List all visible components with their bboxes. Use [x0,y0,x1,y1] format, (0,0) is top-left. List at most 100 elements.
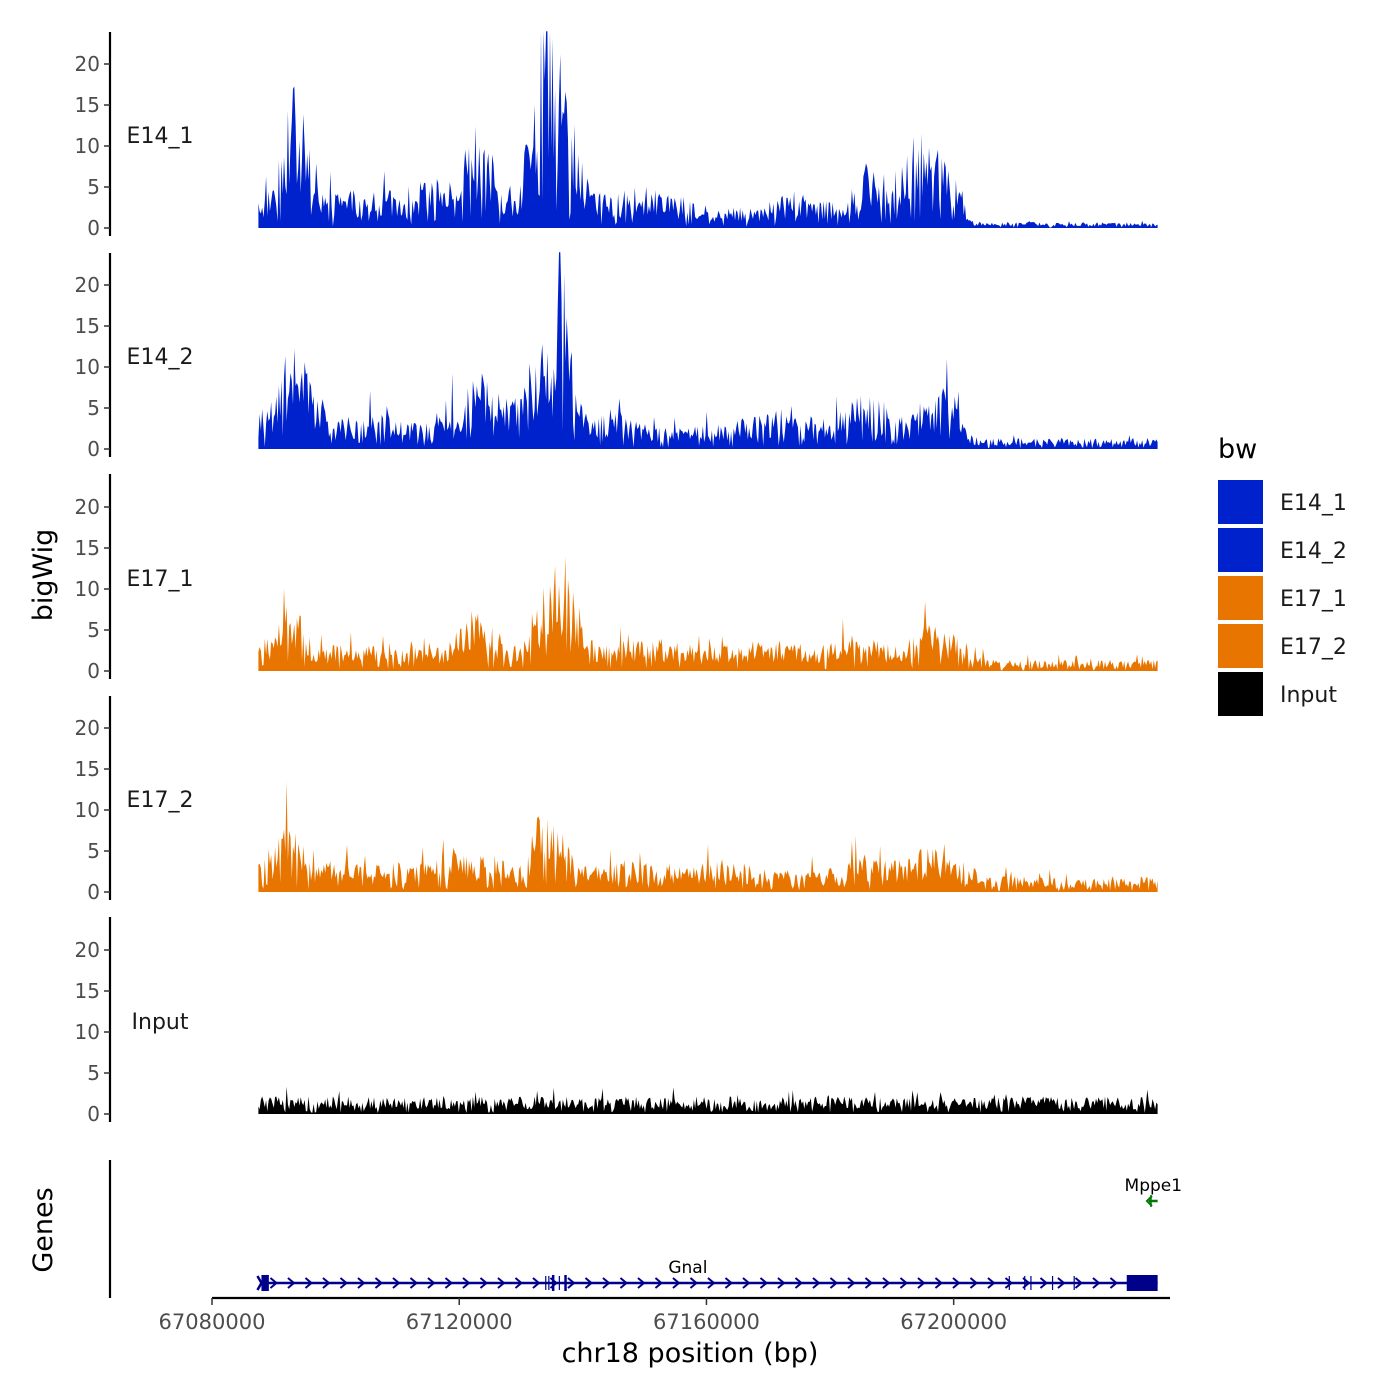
strand-chevron [339,1277,349,1289]
track-label: Input [132,1010,189,1035]
strand-chevron [532,1277,541,1289]
x-tick-label: 67120000 [406,1310,513,1334]
strand-chevron [567,1277,576,1289]
legend-item-e14-2: E14_2 [1218,528,1347,572]
strand-chevron [812,1277,821,1289]
exon-block [551,1275,555,1291]
strand-chevron [357,1277,366,1289]
y-tick-label: 0 [87,659,100,683]
strand-chevron [584,1277,594,1289]
strand-chevron [619,1277,629,1289]
track-label: E17_2 [127,788,194,813]
track-e14-2: 0 5 10 15 20 E14_2 [75,252,1158,461]
y-tick-label: 15 [75,314,100,338]
strand-chevron [497,1277,506,1289]
strand-chevron [882,1277,891,1289]
legend-swatch [1218,528,1263,572]
y-tick-label: 15 [75,979,100,1003]
strand-chevron [287,1277,296,1289]
x-axis-title: chr18 position (bp) [562,1338,819,1369]
track-e17-2: 0 5 10 15 20 E17_2 [75,696,1158,904]
gene-gnal: Gnal [256,1258,1158,1291]
strand-chevron [514,1277,524,1289]
legend-item-e17-2: E17_2 [1218,624,1347,668]
strand-chevron [654,1277,664,1289]
strand-chevron [1092,1277,1101,1289]
genes-panel: Gnal Mppe1 [108,1160,1183,1298]
exon-block [261,1275,269,1291]
strand-chevron [689,1277,699,1289]
track-input: 0 5 10 15 20 Input [75,917,1158,1126]
track-e17-1: 0 5 10 15 20 E17_1 [75,474,1158,683]
legend-item-e17-1: E17_1 [1218,576,1347,620]
gene-label: Gnal [668,1258,707,1278]
strand-chevron [392,1277,401,1289]
strand-chevron [917,1277,926,1289]
legend-swatch [1218,576,1263,620]
y-tick-label: 10 [75,355,100,379]
gene-label: Mppe1 [1125,1176,1183,1196]
strand-chevron [304,1277,314,1289]
y-tick-label: 15 [75,757,100,781]
exon-block [564,1275,567,1291]
x-tick-label: 67080000 [159,1310,266,1334]
y-tick-label: 20 [75,716,100,740]
strand-chevron [899,1277,909,1289]
strand-chevron [462,1277,471,1289]
y-tick-label: 15 [75,93,100,117]
coverage-area-e17-1 [258,556,1158,671]
y-tick-label: 10 [75,798,100,822]
y-tick-label: 0 [87,880,100,904]
strand-chevron [724,1277,734,1289]
y-tick-label: 20 [75,52,100,76]
y-tick-label: 5 [87,175,100,199]
legend-label: E14_2 [1280,539,1347,564]
strand-chevron [444,1277,454,1289]
y-axis-title: bigWig [28,529,59,622]
y-tick-label: 0 [87,437,100,461]
strand-chevron [1039,1277,1049,1289]
legend-label: E17_2 [1280,635,1347,660]
track-e14-1: 0 5 10 15 20 E14_1 [75,31,1158,240]
x-tick-label: 67200000 [900,1310,1007,1334]
strand-chevron [1004,1277,1014,1289]
strand-chevron [934,1277,944,1289]
y-tick-label: 20 [75,495,100,519]
strand-chevron [602,1277,611,1289]
strand-chevron [794,1277,804,1289]
legend: bw E14_1 E14_2 E17_1 E17_2 Input [1218,434,1347,716]
strand-chevron [427,1277,436,1289]
coverage-area-e14-1 [258,31,1158,229]
legend-title: bw [1218,434,1257,465]
track-label: E14_2 [127,345,194,370]
legend-item-e14-1: E14_1 [1218,480,1347,524]
coverage-area-e14-2 [258,252,1158,449]
x-axis: 67080000 67120000 67160000 67200000 [159,1296,1170,1334]
track-label: E14_1 [127,124,194,149]
strand-chevron [707,1277,716,1289]
y-tick-label: 5 [87,839,100,863]
coverage-area-input [258,1086,1158,1114]
y-tick-label: 10 [75,1020,100,1044]
legend-item-input: Input [1218,672,1337,716]
legend-swatch [1218,624,1263,668]
y-tick-label: 0 [87,216,100,240]
strand-chevron [777,1277,786,1289]
exon-block [1126,1275,1158,1291]
strand-chevron [952,1277,961,1289]
legend-label: E14_1 [1280,491,1347,516]
strand-chevron [374,1277,384,1289]
strand-chevron [1109,1277,1119,1289]
track-label: E17_1 [127,567,194,592]
strand-chevron [269,1277,279,1289]
strand-chevron [847,1277,856,1289]
strand-chevron [1074,1277,1084,1289]
strand-chevron [759,1277,769,1289]
y-tick-label: 20 [75,938,100,962]
strand-chevron [987,1277,996,1289]
genes-axis-title: Genes [28,1187,59,1272]
strand-chevron [322,1277,331,1289]
strand-chevron [409,1277,419,1289]
legend-swatch [1218,672,1263,716]
y-tick-label: 5 [87,1061,100,1085]
